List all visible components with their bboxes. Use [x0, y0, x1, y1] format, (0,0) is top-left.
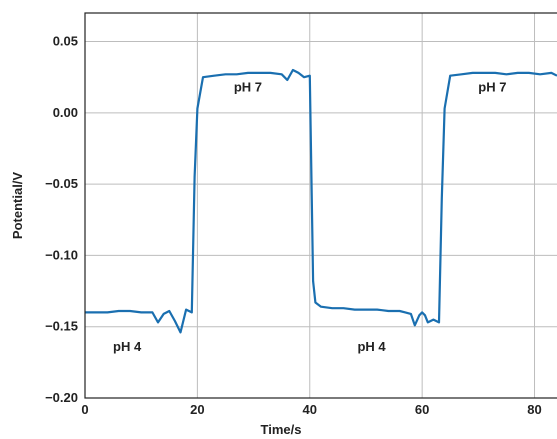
x-tick-label: 40	[303, 402, 317, 417]
x-tick-label: 60	[415, 402, 429, 417]
x-tick-label: 0	[81, 402, 88, 417]
y-tick-label: 0.05	[53, 34, 78, 49]
y-tick-label: −0.15	[45, 319, 78, 334]
potential-series-line	[85, 68, 557, 334]
grid	[85, 13, 557, 398]
y-tick-label: −0.05	[45, 176, 78, 191]
x-tick-label: 20	[190, 402, 204, 417]
plot-frame	[84, 12, 557, 399]
x-axis-label: Time/s	[261, 422, 302, 437]
ph-annotation: pH 7	[478, 79, 506, 94]
x-axis-ticks: 0 20 40 60 80	[81, 402, 541, 417]
ph-annotation: pH 4	[357, 339, 386, 354]
y-axis-ticks: 0.05 0.00 −0.05 −0.10 −0.15 −0.20	[45, 34, 78, 405]
ph-annotation: pH 7	[234, 79, 262, 94]
y-axis-label: Potential/V	[10, 172, 25, 240]
y-tick-label: −0.10	[45, 247, 78, 262]
y-tick-label: −0.20	[45, 390, 78, 405]
ph-annotation: pH 4	[113, 339, 142, 354]
series-group	[85, 68, 557, 334]
x-tick-label: 80	[527, 402, 541, 417]
annotations: pH 4 pH 7 pH 4 pH 7	[113, 79, 506, 354]
y-tick-label: 0.00	[53, 105, 78, 120]
